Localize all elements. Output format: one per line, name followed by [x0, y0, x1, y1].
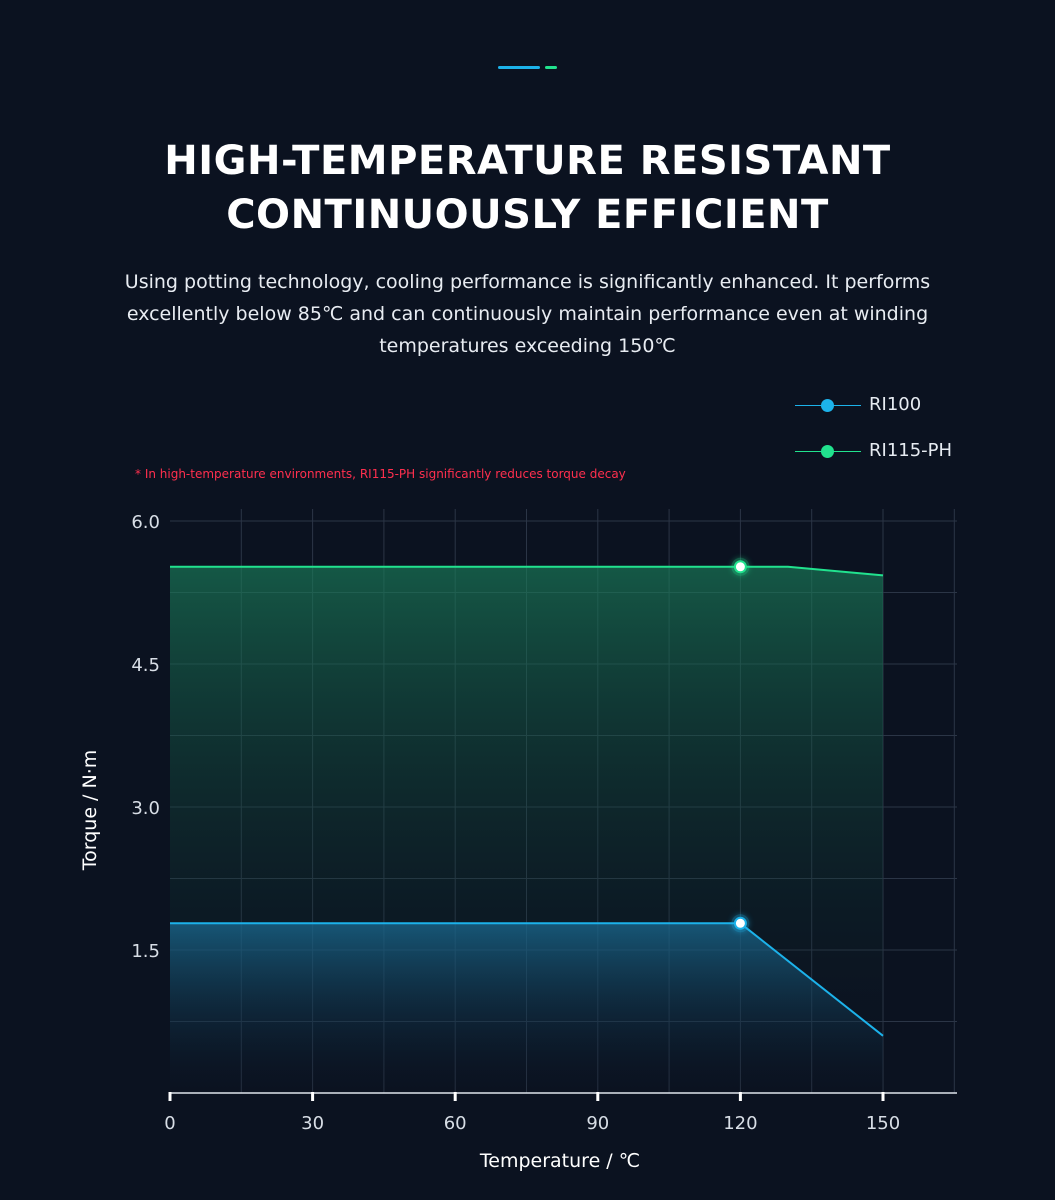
data-point-ri100	[733, 916, 747, 930]
y-tick-label: 1.5	[131, 941, 160, 962]
accent-bar-blue	[498, 66, 540, 69]
x-tick-label: 60	[444, 1113, 467, 1134]
legend-label: RI100	[869, 394, 922, 415]
y-tick-label: 6.0	[131, 512, 160, 533]
torque-chart: 0 30 60 90 120 150 1.5 3.0 4.5 6.0 Temperature / …	[79, 509, 957, 1172]
y-tick-label: 4.5	[131, 655, 160, 676]
y-axis-title: Torque / N·m	[79, 750, 101, 872]
legend-item-ri115-ph: RI115-PH	[795, 434, 1035, 480]
x-tick-mark	[881, 1092, 885, 1101]
chart-axes: 0 30 60 90 120 150 1.5 3.0 4.5 6.0	[131, 512, 957, 1134]
chart-markers	[731, 557, 750, 933]
x-tick-label: 120	[723, 1113, 757, 1134]
page-title: HIGH-TEMPERATURE RESISTANT CONTINUOUSLY …	[0, 134, 1055, 242]
x-tick-label: 0	[164, 1113, 175, 1134]
x-tick-label: 150	[866, 1113, 900, 1134]
x-tick-label: 30	[301, 1113, 324, 1134]
legend-label: RI115-PH	[869, 440, 953, 461]
x-tick-label: 90	[586, 1113, 609, 1134]
x-tick-mark	[311, 1092, 315, 1101]
x-axis-title: Temperature / ℃	[479, 1150, 640, 1172]
page-subtitle: Using potting technology, cooling perfor…	[124, 271, 931, 357]
series-line-ri115-ph	[170, 565, 884, 577]
x-tick-mark	[738, 1092, 742, 1101]
legend-item-ri100: RI100	[795, 388, 1035, 434]
data-point-ri115-ph	[733, 560, 747, 574]
x-tick-mark	[453, 1092, 457, 1101]
accent-bar-green	[545, 66, 557, 69]
area-ri100	[170, 923, 883, 1093]
title-line-2: CONTINUOUSLY EFFICIENT	[226, 192, 829, 238]
x-tick-mark	[596, 1092, 600, 1101]
legend-dot-icon	[821, 445, 834, 458]
y-tick-label: 3.0	[131, 798, 160, 819]
title-line-1: HIGH-TEMPERATURE RESISTANT	[164, 138, 891, 184]
chart-areas	[170, 566, 883, 1093]
legend-dot-icon	[821, 399, 834, 412]
chart-legend: RI100 RI115-PH	[795, 388, 1035, 480]
chart-note: * In high-temperature environments, RI11…	[135, 467, 626, 481]
x-tick-mark	[168, 1092, 172, 1101]
